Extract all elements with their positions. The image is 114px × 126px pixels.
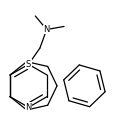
Text: N: N — [25, 103, 31, 112]
Text: S: S — [26, 60, 31, 69]
Text: N: N — [43, 25, 49, 34]
